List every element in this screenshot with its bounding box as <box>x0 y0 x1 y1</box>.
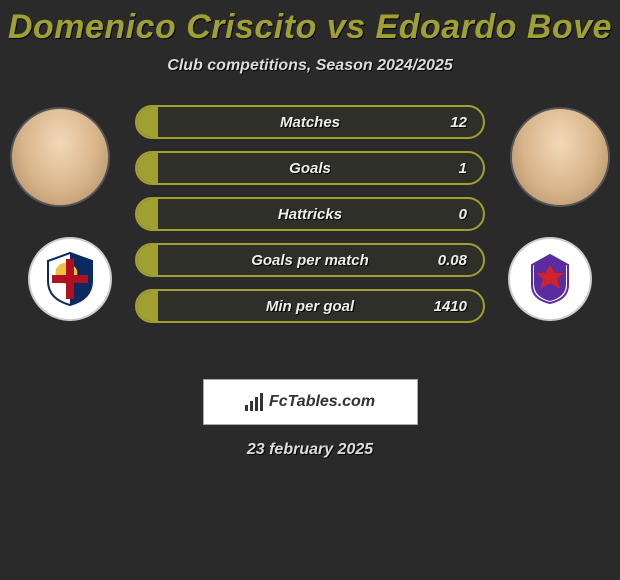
page-title: Domenico Criscito vs Edoardo Bove <box>0 8 620 47</box>
stat-row: Goals 1 <box>135 151 485 185</box>
comparison-card: Domenico Criscito vs Edoardo Bove Club c… <box>0 0 620 459</box>
stat-label: Goals per match <box>251 252 369 269</box>
stat-value-right: 0 <box>459 206 467 223</box>
stat-label: Hattricks <box>278 206 342 223</box>
stat-label: Matches <box>280 114 340 131</box>
player-left-avatar <box>10 107 110 207</box>
brand-label: FcTables.com <box>269 393 375 411</box>
stat-fill-left <box>137 153 158 183</box>
stat-row: Matches 12 <box>135 105 485 139</box>
player-face-icon <box>512 109 608 205</box>
stat-row: Hattricks 0 <box>135 197 485 231</box>
stat-row: Goals per match 0.08 <box>135 243 485 277</box>
genoa-crest-icon <box>42 251 98 307</box>
stat-label: Goals <box>289 160 331 177</box>
stat-value-right: 0.08 <box>438 252 467 269</box>
player-face-icon <box>12 109 108 205</box>
stat-fill-left <box>137 245 158 275</box>
stat-fill-left <box>137 291 158 321</box>
stat-label: Min per goal <box>266 298 354 315</box>
player-right-avatar <box>510 107 610 207</box>
brand-logo[interactable]: FcTables.com <box>203 379 418 425</box>
stat-value-right: 12 <box>450 114 467 131</box>
fiorentina-crest-icon <box>522 251 578 307</box>
stat-fill-left <box>137 199 158 229</box>
stat-row: Min per goal 1410 <box>135 289 485 323</box>
subtitle: Club competitions, Season 2024/2025 <box>0 57 620 75</box>
stat-value-right: 1 <box>459 160 467 177</box>
bar-chart-icon <box>245 393 263 411</box>
club-right-badge <box>508 237 592 321</box>
date-label: 23 february 2025 <box>0 441 620 459</box>
stat-value-right: 1410 <box>434 298 467 315</box>
stat-fill-left <box>137 107 158 137</box>
club-left-badge <box>28 237 112 321</box>
main-panel: Matches 12 Goals 1 Hattricks 0 Goals per match… <box>0 97 620 357</box>
